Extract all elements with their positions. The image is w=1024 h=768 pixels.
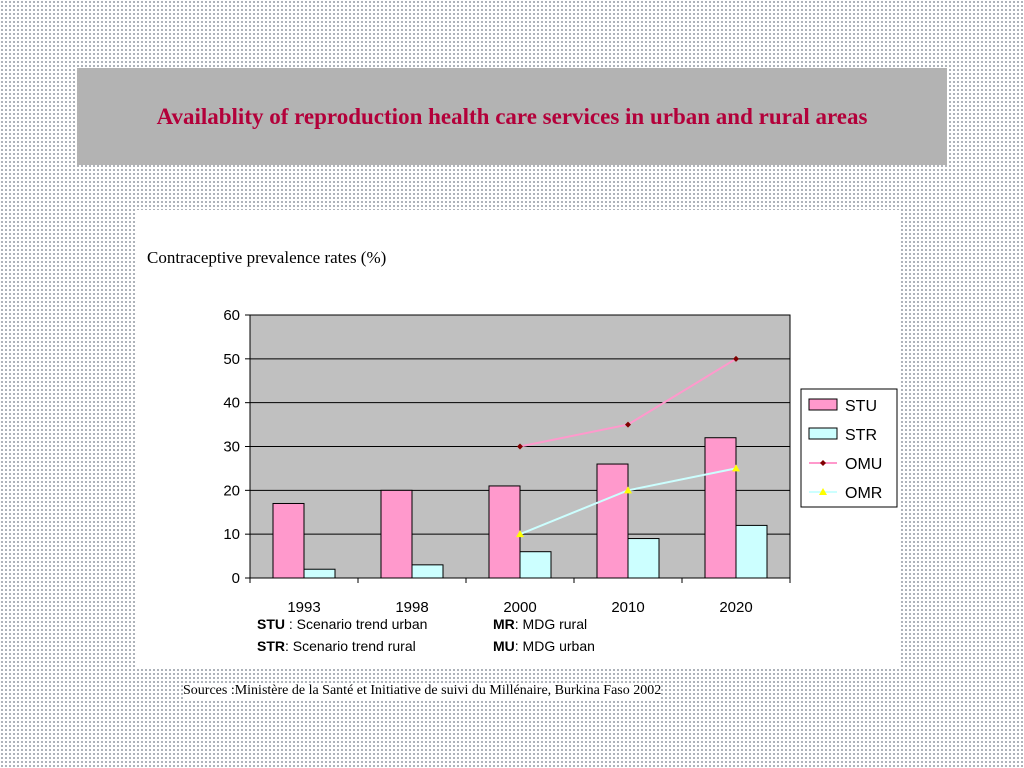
slide-title: Availablity of reproduction health care …: [156, 103, 868, 129]
legend-marker-omu: [820, 460, 826, 466]
legend-label-omu: OMU: [845, 456, 882, 473]
point-omr: [732, 464, 740, 472]
bar-stu: [704, 437, 737, 579]
point-omu: [733, 355, 739, 362]
y-tick-label: 50: [223, 351, 240, 368]
bar-stu: [272, 502, 305, 579]
note-stu: STU : Scenario trend urban: [257, 616, 428, 632]
bar-stu: [380, 489, 413, 579]
x-tick-label: 2000: [503, 599, 536, 616]
legend-marker-omr: [819, 488, 827, 495]
legend-label-stu: STU: [845, 398, 877, 415]
bar-str: [303, 568, 336, 579]
y-tick-label: 40: [223, 395, 240, 412]
point-omu: [517, 443, 523, 450]
x-tick-label: 2020: [719, 599, 752, 616]
chart-title: Contraceptive prevalence rates (%): [147, 248, 387, 267]
legend-swatch-str: [808, 427, 838, 440]
x-tick-label: 1998: [395, 599, 428, 616]
y-tick-label: 60: [223, 307, 240, 324]
y-tick-label: 10: [223, 526, 240, 543]
note-mr: MR: MDG rural: [493, 616, 588, 632]
bar-str: [735, 524, 768, 579]
note-mu: MU: MDG urban: [493, 638, 595, 654]
bar-stu: [596, 463, 629, 579]
note-str: STR: Scenario trend rural: [257, 638, 416, 654]
chart-svg: 0 10 20 30 40 50 60 1993 1998 2000 2010 2020 STU STR O…: [223, 307, 898, 616]
source-note: Sources :Ministère de la Santé et Initia…: [183, 683, 662, 699]
legend-swatch-stu: [808, 398, 838, 411]
title-band: Availablity of reproduction health care …: [77, 68, 947, 165]
x-tick-label: 1993: [287, 599, 320, 616]
y-tick-label: 0: [232, 570, 240, 587]
x-tick-label: 2010: [611, 599, 644, 616]
chart-panel: Contraceptive prevalence rates (%) 0 10 20…: [137, 210, 901, 668]
point-omu: [625, 421, 631, 428]
bar-str: [627, 538, 660, 579]
point-omr: [516, 530, 524, 538]
y-tick-label: 30: [223, 439, 240, 456]
legend-label-omr: OMR: [845, 485, 882, 502]
point-omr: [624, 486, 632, 494]
y-tick-label: 20: [223, 482, 240, 499]
bar-str: [411, 564, 444, 579]
bar-str: [519, 551, 552, 579]
legend-label-str: STR: [845, 427, 877, 444]
bar-stu: [488, 485, 521, 579]
